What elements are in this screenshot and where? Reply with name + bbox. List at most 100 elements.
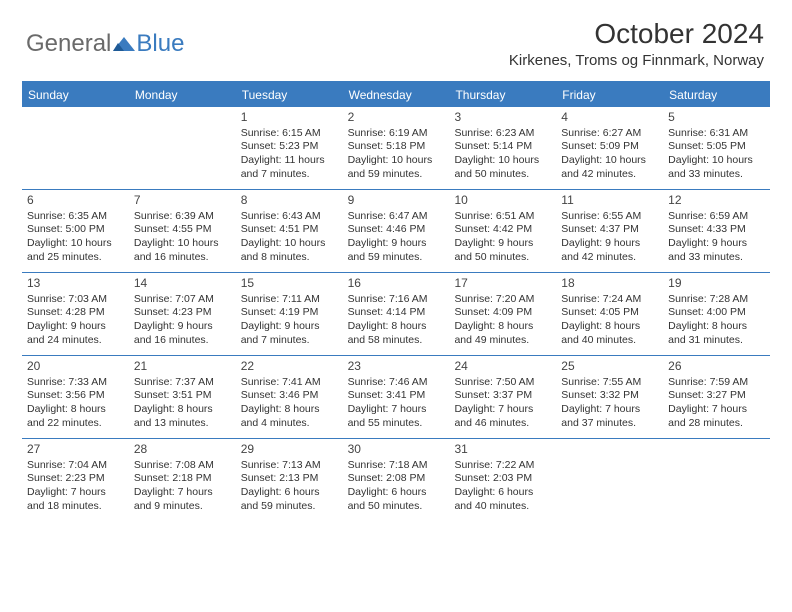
arrow-icon: [113, 30, 135, 58]
day-detail-line: Sunset: 4:46 PM: [348, 223, 445, 237]
day-detail-line: Sunrise: 7:22 AM: [454, 459, 551, 473]
day-number: 6: [27, 193, 124, 209]
day-cell: 19Sunrise: 7:28 AMSunset: 4:00 PMDayligh…: [663, 273, 770, 355]
weeks-container: 1Sunrise: 6:15 AMSunset: 5:23 PMDaylight…: [22, 107, 770, 521]
day-cell: 5Sunrise: 6:31 AMSunset: 5:05 PMDaylight…: [663, 107, 770, 189]
day-detail-line: Daylight: 8 hours: [241, 403, 338, 417]
page-title: October 2024: [509, 18, 764, 50]
day-detail-line: Sunrise: 6:15 AM: [241, 127, 338, 141]
day-cell: 23Sunrise: 7:46 AMSunset: 3:41 PMDayligh…: [343, 356, 450, 438]
day-cell: 4Sunrise: 6:27 AMSunset: 5:09 PMDaylight…: [556, 107, 663, 189]
day-number: 25: [561, 359, 658, 375]
day-detail-line: and 25 minutes.: [27, 251, 124, 265]
day-detail-line: Daylight: 7 hours: [27, 486, 124, 500]
day-detail-line: Sunrise: 6:23 AM: [454, 127, 551, 141]
day-detail-line: Sunset: 4:09 PM: [454, 306, 551, 320]
day-number: 2: [348, 110, 445, 126]
logo-text-general: General: [26, 30, 111, 58]
day-detail-line: Daylight: 9 hours: [668, 237, 765, 251]
day-detail-line: Sunset: 5:05 PM: [668, 140, 765, 154]
day-detail-line: Daylight: 10 hours: [348, 154, 445, 168]
weekday-label: Monday: [129, 83, 236, 107]
day-detail-line: Daylight: 8 hours: [348, 320, 445, 334]
day-detail-line: Daylight: 6 hours: [348, 486, 445, 500]
day-cell: 9Sunrise: 6:47 AMSunset: 4:46 PMDaylight…: [343, 190, 450, 272]
day-detail-line: Sunset: 4:00 PM: [668, 306, 765, 320]
day-cell: [663, 439, 770, 521]
day-cell: 14Sunrise: 7:07 AMSunset: 4:23 PMDayligh…: [129, 273, 236, 355]
day-detail-line: Daylight: 8 hours: [27, 403, 124, 417]
day-number: 11: [561, 193, 658, 209]
day-detail-line: Daylight: 7 hours: [454, 403, 551, 417]
day-detail-line: Sunset: 4:23 PM: [134, 306, 231, 320]
day-cell: 6Sunrise: 6:35 AMSunset: 5:00 PMDaylight…: [22, 190, 129, 272]
day-cell: 17Sunrise: 7:20 AMSunset: 4:09 PMDayligh…: [449, 273, 556, 355]
day-number: 12: [668, 193, 765, 209]
day-cell: 18Sunrise: 7:24 AMSunset: 4:05 PMDayligh…: [556, 273, 663, 355]
day-detail-line: Sunrise: 7:18 AM: [348, 459, 445, 473]
day-detail-line: Sunset: 4:51 PM: [241, 223, 338, 237]
day-detail-line: Sunrise: 6:59 AM: [668, 210, 765, 224]
day-number: 22: [241, 359, 338, 375]
day-detail-line: Daylight: 9 hours: [348, 237, 445, 251]
day-cell: 7Sunrise: 6:39 AMSunset: 4:55 PMDaylight…: [129, 190, 236, 272]
day-detail-line: Daylight: 6 hours: [454, 486, 551, 500]
day-detail-line: and 49 minutes.: [454, 334, 551, 348]
day-number: 10: [454, 193, 551, 209]
day-detail-line: Sunset: 4:05 PM: [561, 306, 658, 320]
logo-text-blue: Blue: [136, 30, 184, 58]
day-number: 17: [454, 276, 551, 292]
day-detail-line: Sunrise: 6:55 AM: [561, 210, 658, 224]
day-detail-line: and 18 minutes.: [27, 500, 124, 514]
day-detail-line: Sunrise: 7:11 AM: [241, 293, 338, 307]
day-cell: 25Sunrise: 7:55 AMSunset: 3:32 PMDayligh…: [556, 356, 663, 438]
day-detail-line: Sunset: 3:46 PM: [241, 389, 338, 403]
day-number: 8: [241, 193, 338, 209]
weekday-label: Tuesday: [236, 83, 343, 107]
day-detail-line: and 13 minutes.: [134, 417, 231, 431]
day-cell: 1Sunrise: 6:15 AMSunset: 5:23 PMDaylight…: [236, 107, 343, 189]
day-detail-line: Sunset: 2:23 PM: [27, 472, 124, 486]
day-detail-line: and 7 minutes.: [241, 168, 338, 182]
day-number: 19: [668, 276, 765, 292]
day-number: 1: [241, 110, 338, 126]
day-cell: 30Sunrise: 7:18 AMSunset: 2:08 PMDayligh…: [343, 439, 450, 521]
day-detail-line: Daylight: 9 hours: [241, 320, 338, 334]
day-number: 14: [134, 276, 231, 292]
day-detail-line: Sunrise: 7:08 AM: [134, 459, 231, 473]
day-detail-line: and 33 minutes.: [668, 251, 765, 265]
weekday-label: Saturday: [663, 83, 770, 107]
day-detail-line: and 9 minutes.: [134, 500, 231, 514]
day-detail-line: and 59 minutes.: [348, 168, 445, 182]
day-detail-line: and 33 minutes.: [668, 168, 765, 182]
day-number: 7: [134, 193, 231, 209]
day-detail-line: Sunrise: 6:39 AM: [134, 210, 231, 224]
day-detail-line: Daylight: 10 hours: [561, 154, 658, 168]
weekday-label: Thursday: [449, 83, 556, 107]
day-cell: 3Sunrise: 6:23 AMSunset: 5:14 PMDaylight…: [449, 107, 556, 189]
day-detail-line: Sunset: 3:51 PM: [134, 389, 231, 403]
day-detail-line: Daylight: 7 hours: [668, 403, 765, 417]
day-detail-line: Daylight: 9 hours: [561, 237, 658, 251]
day-detail-line: and 24 minutes.: [27, 334, 124, 348]
day-number: 26: [668, 359, 765, 375]
day-detail-line: Sunset: 2:03 PM: [454, 472, 551, 486]
day-cell: 21Sunrise: 7:37 AMSunset: 3:51 PMDayligh…: [129, 356, 236, 438]
day-cell: 11Sunrise: 6:55 AMSunset: 4:37 PMDayligh…: [556, 190, 663, 272]
day-cell: 29Sunrise: 7:13 AMSunset: 2:13 PMDayligh…: [236, 439, 343, 521]
day-cell: 24Sunrise: 7:50 AMSunset: 3:37 PMDayligh…: [449, 356, 556, 438]
day-detail-line: Daylight: 10 hours: [27, 237, 124, 251]
day-detail-line: and 50 minutes.: [454, 251, 551, 265]
day-detail-line: Sunset: 4:33 PM: [668, 223, 765, 237]
day-cell: [129, 107, 236, 189]
day-detail-line: and 42 minutes.: [561, 168, 658, 182]
day-cell: 26Sunrise: 7:59 AMSunset: 3:27 PMDayligh…: [663, 356, 770, 438]
day-detail-line: Sunset: 4:55 PM: [134, 223, 231, 237]
day-detail-line: and 40 minutes.: [561, 334, 658, 348]
day-detail-line: Sunset: 2:08 PM: [348, 472, 445, 486]
day-detail-line: Sunset: 3:32 PM: [561, 389, 658, 403]
day-detail-line: and 28 minutes.: [668, 417, 765, 431]
weekday-label: Wednesday: [343, 83, 450, 107]
day-detail-line: Sunrise: 7:07 AM: [134, 293, 231, 307]
weekday-label: Friday: [556, 83, 663, 107]
